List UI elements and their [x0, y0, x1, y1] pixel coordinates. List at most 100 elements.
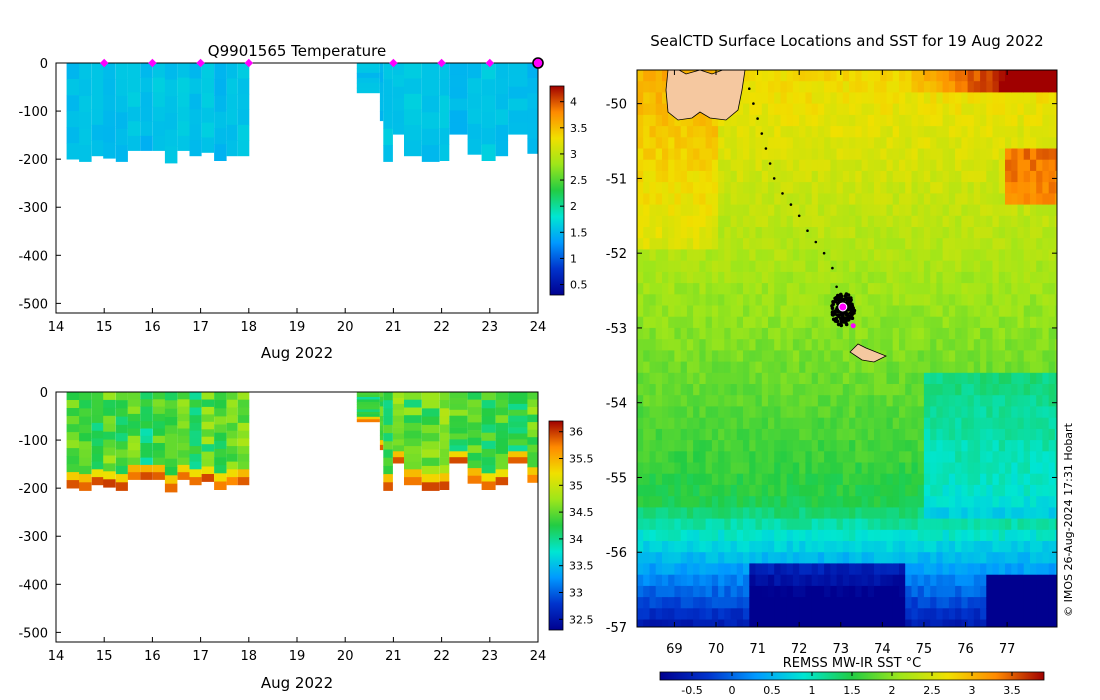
sst-cell [899, 103, 906, 116]
sst-cell [899, 417, 906, 430]
sst-cell [761, 294, 769, 306]
sst-cell [842, 238, 850, 250]
sst-cell [1023, 70, 1031, 82]
sst-cell [1011, 204, 1018, 217]
sst-cell [1017, 428, 1025, 441]
sst-cell [830, 451, 838, 463]
sst-cell [930, 541, 937, 553]
sst-cell [755, 137, 763, 149]
sst-cell [805, 585, 813, 598]
profile-cell [152, 443, 166, 451]
sst-cell [930, 249, 937, 262]
profile-cell [508, 421, 530, 428]
sst-cell [1005, 473, 1012, 486]
sst-cell [1042, 597, 1050, 609]
colorbar-tick-label: 32.5 [569, 613, 594, 626]
sst-cell [917, 619, 925, 627]
sst-cell [1042, 473, 1050, 486]
sst-cell [973, 384, 981, 396]
sst-cell [755, 428, 763, 441]
sst-cell [693, 406, 700, 419]
sst-cell [699, 170, 707, 183]
sst-cell [992, 294, 1000, 306]
sst-cell [923, 215, 931, 228]
sst-cell [917, 294, 925, 306]
sst-cell [1011, 484, 1018, 497]
sst-cell [655, 529, 663, 542]
sst-cell [842, 417, 850, 430]
profile-cell [201, 137, 215, 153]
sst-cell [886, 249, 894, 262]
sst-cell [743, 395, 750, 407]
profile-cell [103, 431, 116, 440]
sst-cell [662, 462, 669, 475]
profile-cell [237, 446, 250, 455]
sst-cell [811, 451, 819, 463]
sst-cell [936, 137, 944, 149]
sst-cell [830, 563, 838, 576]
sst-cell [923, 440, 931, 452]
sst-cell [705, 159, 713, 172]
sst-cell [973, 541, 981, 553]
sst-cell [855, 574, 862, 587]
sst-cell [1011, 462, 1018, 475]
lat-tick-label: -57 [606, 621, 627, 636]
sst-cell [1017, 70, 1025, 82]
sst-cell [867, 170, 875, 183]
profile-cell [379, 444, 384, 451]
sst-cell [986, 529, 993, 542]
sst-cell [774, 126, 781, 138]
sst-cell [774, 574, 781, 587]
sst-cell [1054, 159, 1057, 172]
sst-cell [874, 204, 881, 217]
sst-cell [637, 70, 644, 82]
sst-cell [774, 92, 781, 105]
profile-cell [177, 457, 190, 466]
sst-cell [880, 507, 887, 520]
sst-cell [1017, 249, 1025, 262]
profile-cell [189, 453, 202, 462]
sst-cell [886, 114, 894, 127]
sst-cell [867, 260, 875, 273]
profile-cell [66, 143, 80, 160]
sst-cell [955, 294, 962, 306]
sst-cell [980, 170, 987, 183]
sst-cell [680, 462, 688, 475]
sst-cell [1036, 215, 1043, 228]
imos-credit: © IMOS 26-Aug-2024 17:31 Hobart [1062, 422, 1075, 616]
sst-cell [855, 518, 862, 531]
profile-cell [189, 469, 202, 478]
profile-cell [226, 392, 238, 401]
sst-cell [637, 182, 644, 194]
sst-cell [961, 597, 969, 609]
sst-cell [1017, 148, 1025, 161]
sst-cell [1017, 585, 1025, 598]
profile-cell [66, 400, 80, 409]
sst-cell [899, 484, 906, 497]
sst-cell [755, 271, 763, 284]
sst-cell [948, 563, 956, 576]
sst-cell [792, 159, 800, 172]
sst-cell [911, 215, 919, 228]
sst-cell [942, 608, 950, 620]
sst-cell [693, 215, 700, 228]
sst-cell [674, 126, 682, 138]
sst-cell [786, 170, 794, 183]
sst-cell [686, 384, 694, 396]
sst-cell [637, 103, 644, 116]
sst-cell [830, 395, 838, 407]
sst-cell [1023, 148, 1031, 161]
sst-cell [986, 159, 993, 172]
sst-cell [799, 473, 806, 486]
sst-cell [855, 496, 862, 508]
sst-cell [849, 148, 856, 161]
sst-cell [686, 361, 694, 374]
sst-cell [792, 114, 800, 127]
sst-cell [942, 372, 950, 385]
sst-cell [923, 260, 931, 273]
profile-cell [404, 93, 422, 110]
sst-cell [805, 462, 813, 475]
sst-cell [768, 294, 775, 306]
sst-cell [1042, 395, 1050, 407]
sst-cell [880, 81, 887, 93]
